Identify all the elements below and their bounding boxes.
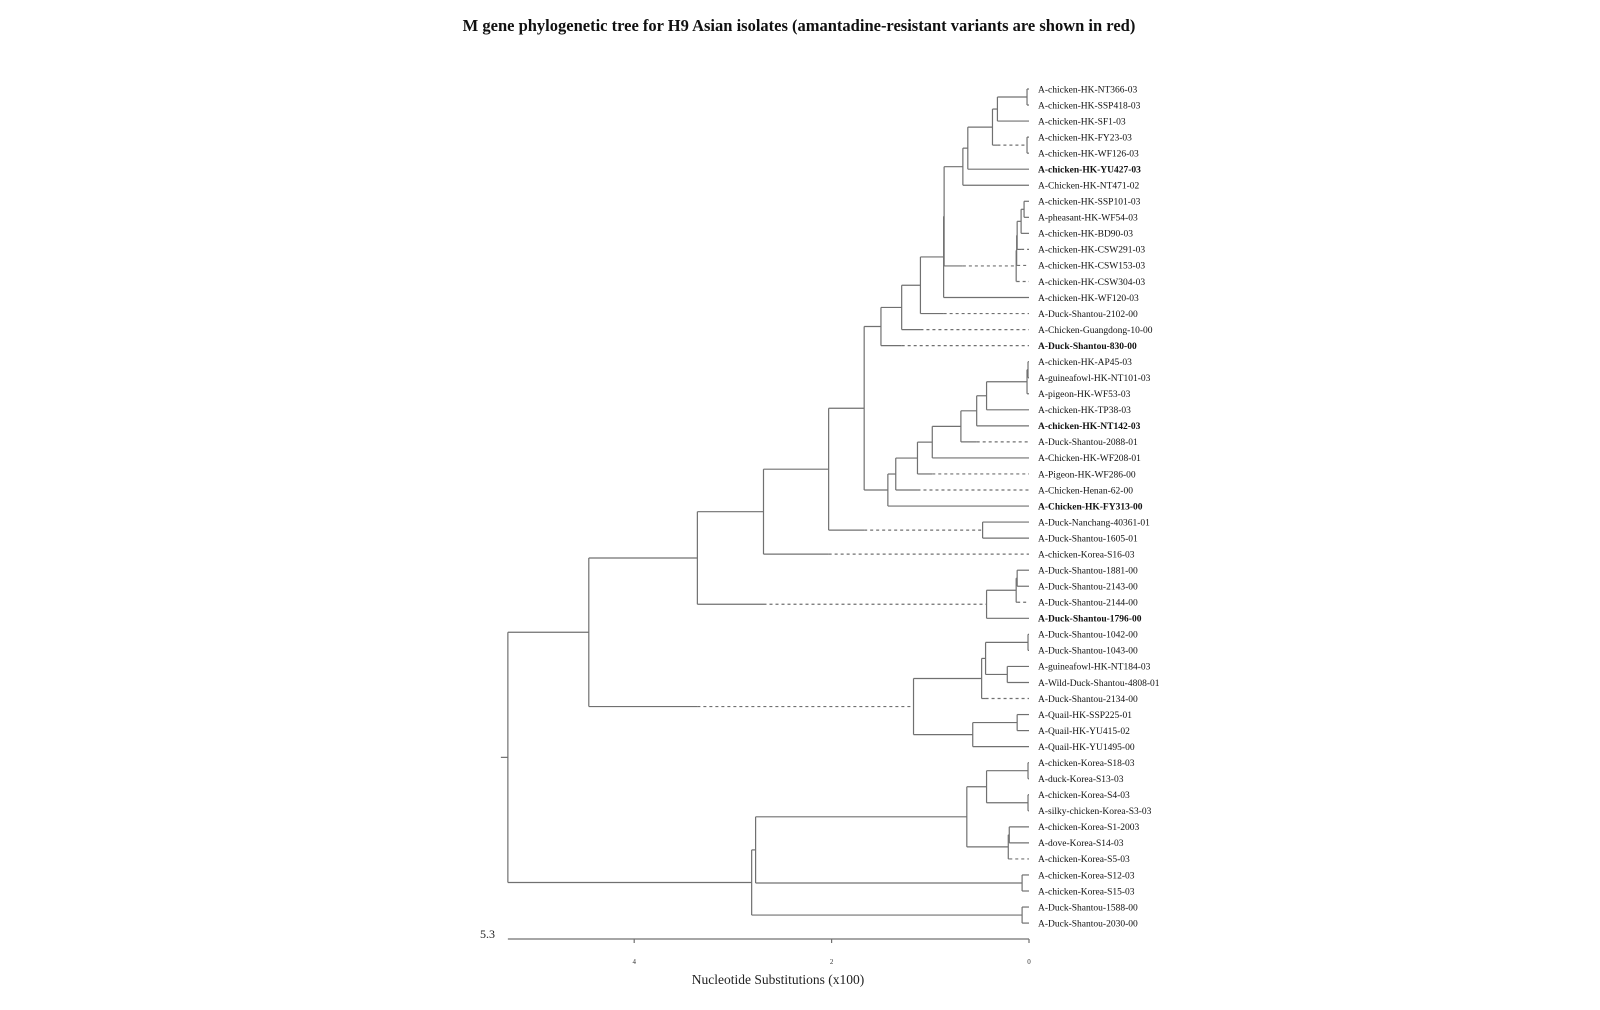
axis-tick-label: 0 <box>1027 958 1031 966</box>
isolate-label: A-Duck-Shantou-2144-00 <box>1038 599 1138 609</box>
leaf-labels: A-chicken-HK-NT366-03 A-chicken-HK-SSP418… <box>1038 85 1160 929</box>
isolate-label: A-chicken-HK-WF126-03 <box>1038 149 1139 159</box>
isolate-label: A-chicken-HK-SSP101-03 <box>1038 198 1141 208</box>
isolate-label: A-chicken-HK-CSW304-03 <box>1038 278 1145 288</box>
isolate-label: A-chicken-Korea-S12-03 <box>1038 871 1135 881</box>
isolate-label: A-guineafowl-HK-NT101-03 <box>1038 373 1151 384</box>
isolate-label: A-Duck-Shantou-1043-00 <box>1038 647 1138 657</box>
isolate-label: A-Quail-HK-YU415-02 <box>1038 727 1130 737</box>
isolate-label: A-dove-Korea-S14-03 <box>1038 839 1124 849</box>
isolate-label: A-chicken-Korea-S1-2003 <box>1038 823 1140 833</box>
isolate-label: A-chicken-Korea-S15-03 <box>1038 887 1135 897</box>
figure-title: M gene phylogenetic tree for H9 Asian is… <box>463 16 1136 35</box>
x-axis-label: Nucleotide Substitutions (x100) <box>692 972 865 987</box>
isolate-label: A-chicken-HK-SF1-03 <box>1038 117 1126 127</box>
isolate-label: A-chicken-HK-NT366-03 <box>1038 85 1137 95</box>
isolate-label: A-pigeon-HK-WF53-03 <box>1038 390 1131 400</box>
isolate-label: A-Wild-Duck-Shantou-4808-01 <box>1038 679 1160 689</box>
isolate-label: A-chicken-Korea-S16-03 <box>1038 550 1135 560</box>
isolate-label: A-chicken-HK-SSP418-03 <box>1038 101 1141 111</box>
axis-tick-label: 2 <box>830 958 834 966</box>
resistant-isolate-label: A-Duck-Shantou-830-00 <box>1038 342 1137 352</box>
isolate-label: A-Duck-Shantou-2134-00 <box>1038 695 1138 705</box>
isolate-label: A-duck-Korea-S13-03 <box>1038 775 1124 785</box>
isolate-label: A-Chicken-Henan-62-00 <box>1038 486 1133 496</box>
axis-tick-label: 4 <box>632 958 636 966</box>
isolate-label: A-Duck-Shantou-1605-01 <box>1038 534 1138 544</box>
isolate-label: A-chicken-HK-FY23-03 <box>1038 133 1132 143</box>
isolate-label: A-chicken-HK-CSW153-03 <box>1038 262 1145 272</box>
scale-max-label: 5.3 <box>480 927 495 941</box>
isolate-label: A-chicken-HK-BD90-03 <box>1038 230 1133 240</box>
isolate-label: A-chicken-HK-WF120-03 <box>1038 294 1139 304</box>
tree-branches <box>500 88 1029 924</box>
resistant-isolate-label: A-Chicken-HK-FY313-00 <box>1038 502 1143 512</box>
isolate-label: A-Duck-Shantou-1042-00 <box>1038 631 1138 641</box>
isolate-label: A-Duck-Shantou-2088-01 <box>1038 438 1138 448</box>
isolate-label: A-Duck-Shantou-2143-00 <box>1038 583 1138 593</box>
isolate-label: A-Duck-Shantou-1588-00 <box>1038 903 1138 913</box>
isolate-label: A-Quail-HK-YU1495-00 <box>1038 743 1135 753</box>
isolate-label: A-chicken-Korea-S4-03 <box>1038 791 1130 801</box>
resistant-isolate-label: A-chicken-HK-NT142-03 <box>1038 422 1141 432</box>
isolate-label: A-guineafowl-HK-NT184-03 <box>1038 662 1151 673</box>
isolate-label: A-pheasant-HK-WF54-03 <box>1038 214 1138 224</box>
resistant-isolate-label: A-Duck-Shantou-1796-00 <box>1038 615 1142 625</box>
isolate-label: A-silky-chicken-Korea-S3-03 <box>1038 807 1152 817</box>
isolate-label: A-chicken-HK-CSW291-03 <box>1038 246 1145 256</box>
isolate-label: A-Duck-Shantou-2030-00 <box>1038 919 1138 929</box>
isolate-label: A-chicken-HK-TP38-03 <box>1038 406 1131 416</box>
isolate-label: A-chicken-Korea-S18-03 <box>1038 759 1135 769</box>
isolate-label: A-Duck-Shantou-2102-00 <box>1038 310 1138 320</box>
isolate-label: A-Pigeon-HK-WF286-00 <box>1038 470 1136 480</box>
scale-axis-group: 5.3 Nucleotide Substitutions (x100) 4 2 0 <box>480 927 1031 987</box>
isolate-label: A-Chicken-HK-WF208-01 <box>1038 454 1141 464</box>
isolate-label: A-chicken-HK-AP45-03 <box>1038 358 1132 368</box>
resistant-isolate-label: A-chicken-HK-YU427-03 <box>1038 166 1141 176</box>
isolate-label: A-chicken-Korea-S5-03 <box>1038 855 1130 865</box>
isolate-label: A-Duck-Nanchang-40361-01 <box>1038 518 1150 528</box>
isolate-label: A-Quail-HK-SSP225-01 <box>1038 711 1132 721</box>
isolate-label: A-Duck-Shantou-1881-00 <box>1038 567 1138 577</box>
isolate-label: A-Chicken-Guangdong-10-00 <box>1038 326 1153 336</box>
isolate-label: A-Chicken-HK-NT471-02 <box>1038 182 1140 192</box>
